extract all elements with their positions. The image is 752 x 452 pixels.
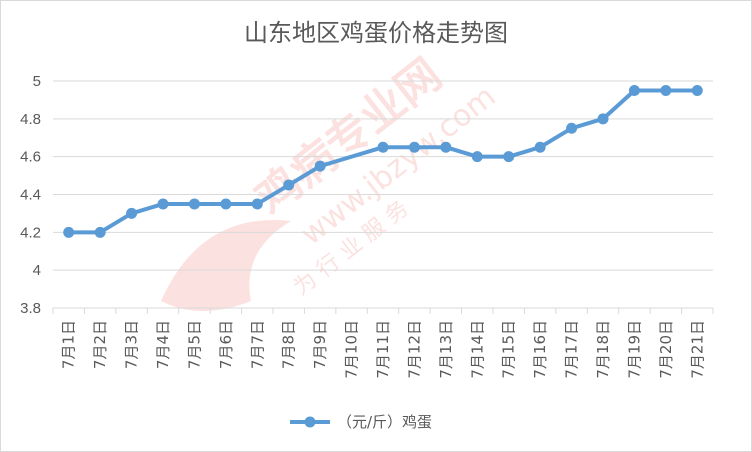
x-tick-label: 7月1日 [60,320,78,369]
data-point [597,113,609,125]
data-point [408,141,420,153]
data-point [94,226,106,238]
watermark: 鸡病专业网 www.jbzyw.com 为 行 业 服 务 [161,49,502,311]
x-axis: 7月1日 7月2日 7月3日 7月4日 7月5日 7月6日 7月7日 7月8日 7月9日 7月10… [52,307,714,379]
x-tick-label: 7月13日 [437,320,455,379]
x-tick-label: 7月3日 [123,320,141,369]
x-tick-label: 7月10日 [343,320,361,379]
y-tick-label: 3.8 [20,300,41,317]
data-point [63,226,75,238]
x-tick-label: 7月12日 [405,320,423,379]
data-point [377,141,389,153]
data-point [126,207,138,219]
data-point [660,84,672,96]
data-point [283,179,295,191]
x-tick-label: 7月19日 [625,320,643,379]
data-point [691,84,703,96]
y-tick-label: 4.8 [20,111,41,128]
x-tick-label: 7月16日 [531,320,549,379]
x-tick-label: 7月5日 [185,320,203,369]
x-tick-label: 7月4日 [154,320,172,369]
y-tick-label: 4.6 [20,149,41,166]
y-tick-label: 4 [33,262,41,279]
x-tick-label: 7月14日 [468,320,486,379]
x-tick-label: 7月7日 [248,320,266,369]
y-tick-label: 5 [33,73,41,90]
x-tick-label: 7月17日 [563,320,581,379]
data-point [188,198,200,210]
watermark-logo-icon [161,220,291,311]
x-tick-label: 7月9日 [311,320,329,369]
data-point [534,141,546,153]
data-point [157,198,169,210]
data-point [503,151,515,163]
data-point [220,198,232,210]
legend-marker-swatch [304,416,316,428]
y-axis: 3.8 4 4.2 4.4 4.6 4.8 5 [20,73,41,317]
x-tick-label: 7月15日 [500,320,518,379]
data-point [251,198,263,210]
data-point [471,151,483,163]
x-tick-label: 7月2日 [91,320,109,369]
y-tick-label: 4.2 [20,224,41,241]
data-point [628,84,640,96]
x-tick-label: 7月6日 [217,320,235,369]
data-point [440,141,452,153]
y-tick-label: 4.4 [20,187,41,204]
x-tick-label: 7月18日 [594,320,612,379]
chart-title: 山东地区鸡蛋价格走势图 [244,19,508,47]
data-point [314,160,326,172]
x-tick-label: 7月11日 [374,320,392,379]
x-tick-label: 7月21日 [688,320,706,379]
legend-label: （元/斤）鸡蛋 [337,413,432,431]
series-egg-price [63,84,703,238]
data-point [566,122,578,134]
x-tick-label: 7月8日 [280,320,298,369]
legend: （元/斤）鸡蛋 [290,413,432,431]
x-tick-label: 7月20日 [657,320,675,379]
